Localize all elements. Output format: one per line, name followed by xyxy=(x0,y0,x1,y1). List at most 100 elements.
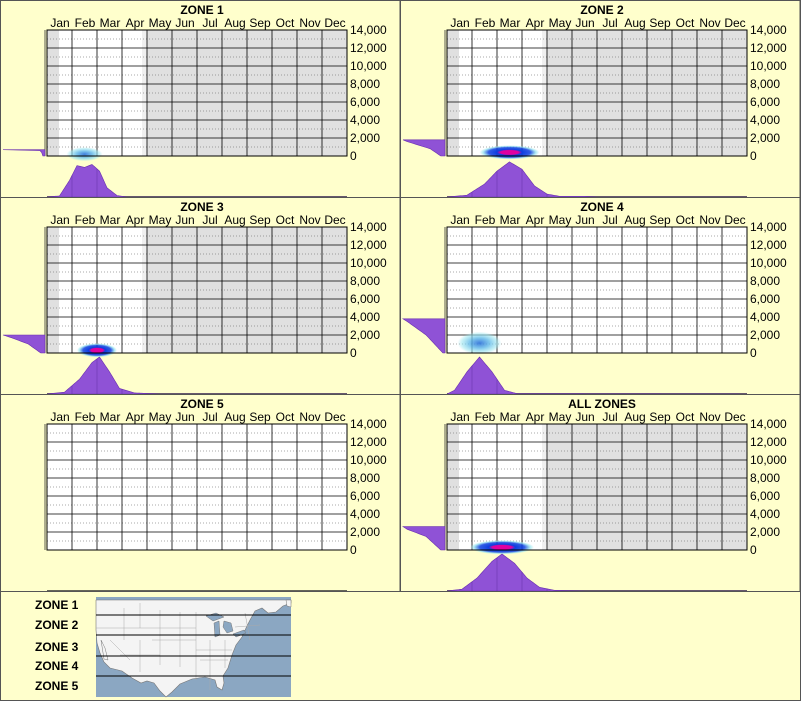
month-label: Apr xyxy=(126,410,145,424)
y-tick-label: 10,000 xyxy=(350,256,387,270)
month-label: Sep xyxy=(249,213,271,227)
month-label: Jun xyxy=(175,213,194,227)
month-label: Apr xyxy=(126,16,145,30)
y-tick-label: 14,000 xyxy=(750,220,787,234)
month-label: Mar xyxy=(100,16,121,30)
legend-zone-label: ZONE 2 xyxy=(35,618,79,632)
density-hotspot xyxy=(66,147,103,162)
elevation-profile xyxy=(402,139,446,157)
plot-border xyxy=(446,226,748,354)
month-label: Sep xyxy=(249,410,271,424)
y-tick-label: 0 xyxy=(750,543,757,557)
month-label: Jul xyxy=(602,410,617,424)
y-tick-label: 4,000 xyxy=(350,507,380,521)
panel-title: ZONE 1 xyxy=(180,3,224,17)
panel-all-zones: ALL ZONES Jan Feb Mar Apr May Jun Jul Aug Sep Oct N… xyxy=(400,394,801,592)
month-label: May xyxy=(149,410,172,424)
month-label: Aug xyxy=(224,410,245,424)
y-tick-label: 10,000 xyxy=(750,59,787,73)
month-profile xyxy=(46,164,347,198)
y-tick-label: 12,000 xyxy=(750,41,787,55)
elevation-profile xyxy=(2,149,46,157)
y-tick-label: 6,000 xyxy=(750,95,780,109)
zone-map xyxy=(95,597,292,698)
map-land xyxy=(100,639,109,661)
month-label: Jan xyxy=(450,213,469,227)
panel-zone-3: ZONE 3 Jan Feb Mar Apr May Jun Jul Aug Sep Oct Nov D… xyxy=(0,197,401,395)
month-label: Jan xyxy=(50,16,69,30)
y-tick-label: 6,000 xyxy=(750,489,780,503)
month-label: Jan xyxy=(50,410,69,424)
y-tick-label: 4,000 xyxy=(750,507,780,521)
month-label: Aug xyxy=(224,213,245,227)
month-label: Dec xyxy=(724,410,745,424)
y-tick-label: 14,000 xyxy=(750,417,787,431)
month-label: Dec xyxy=(324,213,345,227)
y-tick-label: 14,000 xyxy=(350,220,387,234)
month-label: Jul xyxy=(202,410,217,424)
panel-zone-2: ZONE 2 Jan Feb Mar Apr May Jun Jul Aug Sep Oct Nov D… xyxy=(400,0,801,198)
plot-border xyxy=(446,29,748,157)
y-tick-label: 0 xyxy=(350,149,357,163)
month-label: Nov xyxy=(699,410,720,424)
y-tick-label: 8,000 xyxy=(350,274,380,288)
month-profile xyxy=(446,161,747,198)
y-tick-label: 4,000 xyxy=(350,310,380,324)
panel-title: ZONE 2 xyxy=(580,3,624,17)
y-tick-label: 10,000 xyxy=(350,59,387,73)
y-tick-label: 8,000 xyxy=(750,77,780,91)
panel-title: ZONE 4 xyxy=(580,200,624,214)
month-label: Feb xyxy=(75,16,96,30)
y-tick-label: 12,000 xyxy=(350,238,387,252)
month-label: Sep xyxy=(649,16,671,30)
month-label: Nov xyxy=(699,16,720,30)
month-label: Sep xyxy=(249,16,271,30)
month-label: Oct xyxy=(676,16,695,30)
month-label: Jul xyxy=(602,16,617,30)
y-tick-label: 10,000 xyxy=(750,453,787,467)
legend-zone-label: ZONE 3 xyxy=(35,640,79,654)
y-tick-label: 12,000 xyxy=(750,435,787,449)
month-label: Apr xyxy=(126,213,145,227)
month-label: Oct xyxy=(676,410,695,424)
y-tick-label: 14,000 xyxy=(350,417,387,431)
month-profile xyxy=(46,356,347,395)
month-label: Aug xyxy=(624,16,645,30)
month-label: Nov xyxy=(299,410,320,424)
elevation-profile xyxy=(401,526,446,551)
y-tick-label: 10,000 xyxy=(750,256,787,270)
y-tick-label: 4,000 xyxy=(750,310,780,324)
month-profile xyxy=(446,553,747,592)
month-profile xyxy=(446,356,748,395)
month-label: May xyxy=(549,213,572,227)
elevation-profile xyxy=(2,334,46,354)
month-label: Aug xyxy=(224,16,245,30)
month-label: Oct xyxy=(276,16,295,30)
plot-border xyxy=(46,226,348,354)
plot-border xyxy=(46,423,348,551)
shaded-edge xyxy=(542,424,547,550)
month-label: Feb xyxy=(475,410,496,424)
y-tick-label: 4,000 xyxy=(750,113,780,127)
month-label: Mar xyxy=(500,213,521,227)
y-tick-label: 0 xyxy=(350,346,357,360)
month-label: Apr xyxy=(526,16,545,30)
month-label: Sep xyxy=(649,410,671,424)
y-tick-label: 2,000 xyxy=(750,525,780,539)
y-tick-label: 8,000 xyxy=(750,471,780,485)
y-tick-label: 12,000 xyxy=(750,238,787,252)
month-label: Nov xyxy=(299,16,320,30)
y-tick-label: 8,000 xyxy=(350,77,380,91)
y-tick-label: 2,000 xyxy=(350,525,380,539)
month-label: May xyxy=(149,16,172,30)
plot-border xyxy=(446,423,748,551)
y-tick-label: 10,000 xyxy=(350,453,387,467)
y-tick-label: 2,000 xyxy=(750,328,780,342)
month-label: Jul xyxy=(202,213,217,227)
y-tick-label: 14,000 xyxy=(750,23,787,37)
month-label: Feb xyxy=(75,213,96,227)
month-label: Apr xyxy=(526,213,545,227)
legend-zone-label: ZONE 1 xyxy=(35,598,79,612)
month-label: Feb xyxy=(475,213,496,227)
month-label: Feb xyxy=(475,16,496,30)
